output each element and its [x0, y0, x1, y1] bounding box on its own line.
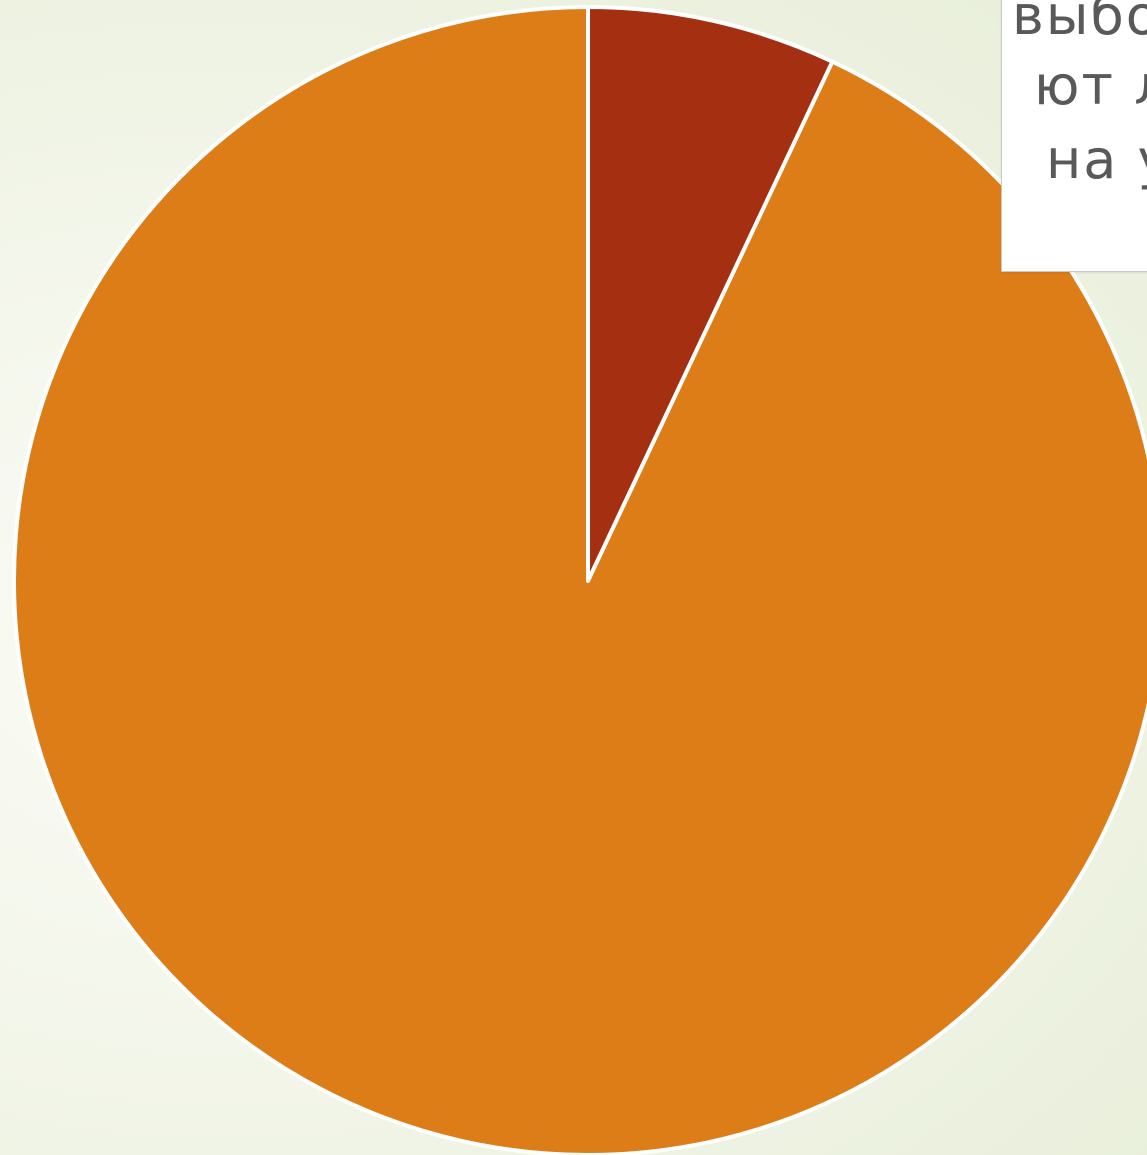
callout-box: выбор ют л на у — [1001, 0, 1147, 272]
callout-line: ют л — [1034, 54, 1147, 117]
callout-line: на у — [1046, 128, 1147, 191]
callout-line: выбор — [1012, 0, 1147, 47]
pie-slice-0 — [586, 5, 835, 583]
pie-slice-1 — [12, 5, 1147, 1155]
